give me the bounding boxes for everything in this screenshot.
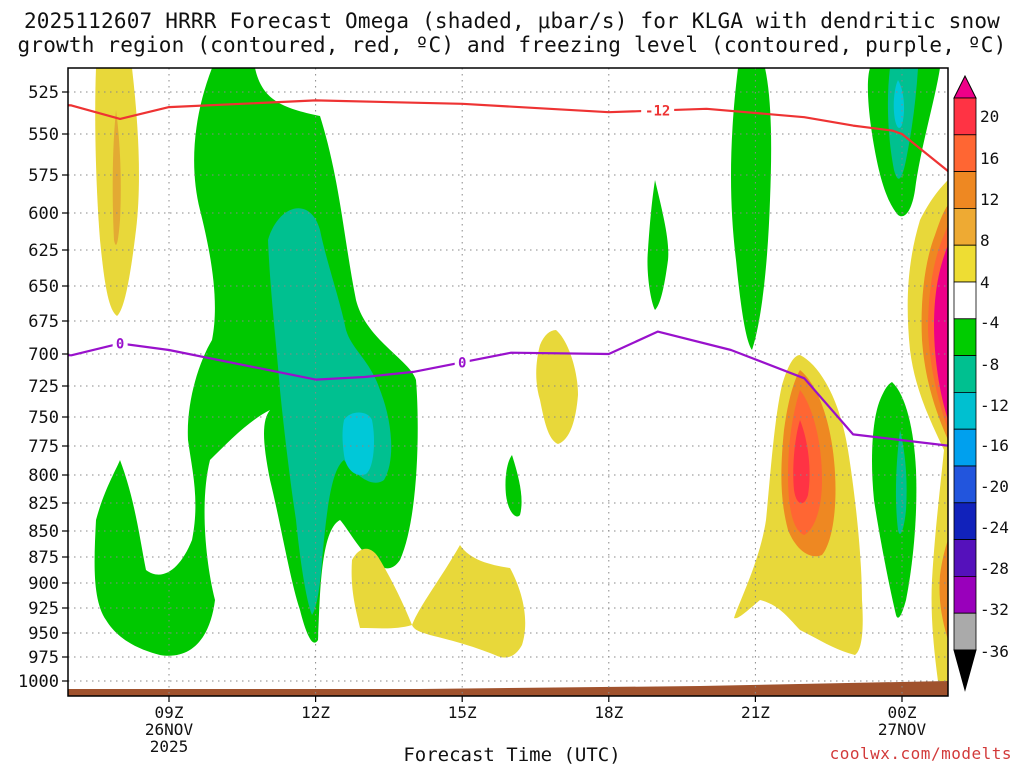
x-tick-label: 12Z (301, 703, 330, 722)
colorbar-swatch (953, 539, 977, 577)
colorbar-label: -4 (980, 313, 999, 332)
x-axis-title: Forecast Time (UTC) (403, 744, 621, 766)
omega-sinking-core (342, 412, 374, 476)
colorbar-swatch (953, 576, 977, 614)
y-tick-label: 800 (28, 466, 59, 486)
colorbar-swatch (953, 502, 977, 540)
colorbar-swatch (953, 391, 977, 430)
colorbar-label: 4 (980, 273, 990, 292)
y-tick-label: 850 (28, 522, 59, 542)
y-tick-label: 525 (28, 83, 59, 103)
ground-terrain (68, 681, 948, 696)
colorbar-swatch (953, 171, 977, 209)
omega-sinking-area (94, 68, 418, 656)
colorbar-label: 20 (980, 107, 999, 126)
y-tick-label: 950 (28, 624, 59, 644)
omega-rising-area (939, 540, 948, 640)
colorbar-label: 12 (980, 190, 999, 209)
x-tick-label: 21Z (741, 703, 770, 722)
colorbar-swatch (953, 281, 977, 320)
colorbar-swatch (953, 612, 977, 651)
y-tick-label: 725 (28, 377, 59, 397)
y-tick-label: 700 (28, 345, 59, 365)
colorbar-top-arrow (953, 74, 977, 99)
contour-label: 0 (116, 336, 124, 352)
colorbar-swatch (953, 97, 977, 136)
x-tick-year: 2025 (150, 737, 189, 756)
y-tick-label: 575 (28, 166, 59, 186)
x-tick-date: 26NOV (145, 720, 194, 739)
x-tick-label: 00Z (888, 703, 917, 722)
omega-rising-core (934, 245, 948, 420)
colorbar-label: -36 (980, 642, 1009, 661)
colorbar-label: -12 (980, 396, 1009, 415)
y-tick-label: 550 (28, 125, 59, 145)
colorbar-swatch (953, 134, 977, 173)
colorbar-swatch (953, 244, 977, 283)
omega-sinking-area (505, 455, 522, 517)
contour-label-bg (112, 334, 128, 353)
dendritic-contour-line (68, 99, 948, 173)
omega-sinking-area (731, 68, 772, 350)
y-tick-label: 875 (28, 548, 59, 568)
colorbar-label: -16 (980, 436, 1009, 455)
y-tick-label: 825 (28, 494, 59, 514)
y-axis-ticks: 525 550 575 600 625 650 675 700 725 750 775 800 825 8… (18, 83, 68, 692)
contour-label-bg (641, 101, 675, 120)
contour-label: 0 (458, 355, 466, 371)
plot-frame (67, 67, 949, 697)
x-tick-label: 09Z (155, 703, 184, 722)
x-tick-label: 15Z (448, 703, 477, 722)
omega-sinking-area (647, 180, 669, 310)
y-tick-label: 600 (28, 204, 59, 224)
y-tick-label: 625 (28, 241, 59, 261)
colorbar-label: -20 (980, 477, 1009, 496)
contour-label-bg (454, 353, 470, 372)
colorbar-label: 16 (980, 149, 999, 168)
grid-lines (68, 68, 948, 696)
colorbar-label: -32 (980, 600, 1009, 619)
omega-rising-area (536, 330, 578, 444)
omega-sinking-area-teal (268, 208, 392, 615)
y-tick-label: 750 (28, 408, 59, 428)
omega-rising-core (112, 110, 121, 245)
credit-link[interactable]: coolwx.com/modelts (829, 744, 1012, 763)
colorbar-bottom-arrow (953, 649, 977, 692)
y-tick-label: 675 (28, 312, 59, 332)
colorbar-swatch (953, 355, 977, 393)
y-tick-label: 1000 (18, 672, 59, 692)
y-tick-label: 650 (28, 277, 59, 297)
x-tick-date: 27NOV (878, 720, 927, 739)
y-tick-label: 775 (28, 437, 59, 457)
colorbar-label: -24 (980, 518, 1009, 537)
freezing-level-line (68, 330, 948, 447)
chart-title-line2: growth region (contoured, red, ºC) and f… (17, 33, 1007, 57)
colorbar-label: -28 (980, 559, 1009, 578)
colorbar-swatch (953, 207, 977, 246)
contour-label: -12 (645, 103, 670, 119)
colorbar-swatch (953, 428, 977, 467)
colorbar-label: -8 (980, 355, 999, 374)
x-tick-label: 18Z (594, 703, 623, 722)
colorbar: 20 16 12 8 4 -4 -8 -12 -16 -20 -24 -28 -32 -36 (953, 74, 1009, 692)
colorbar-swatch (953, 465, 977, 504)
omega-rising-area (351, 548, 412, 629)
y-tick-label: 975 (28, 648, 59, 668)
colorbar-label: 8 (980, 231, 990, 250)
omega-sinking-area-teal (895, 430, 907, 534)
colorbar-swatch (953, 318, 977, 356)
y-tick-label: 900 (28, 574, 59, 594)
chart-title-line1: 2025112607 HRRR Forecast Omega (shaded, … (23, 9, 1001, 33)
omega-shading (94, 68, 948, 696)
y-tick-label: 925 (28, 599, 59, 619)
omega-rising-area (412, 545, 526, 658)
omega-rising-core (793, 420, 810, 504)
